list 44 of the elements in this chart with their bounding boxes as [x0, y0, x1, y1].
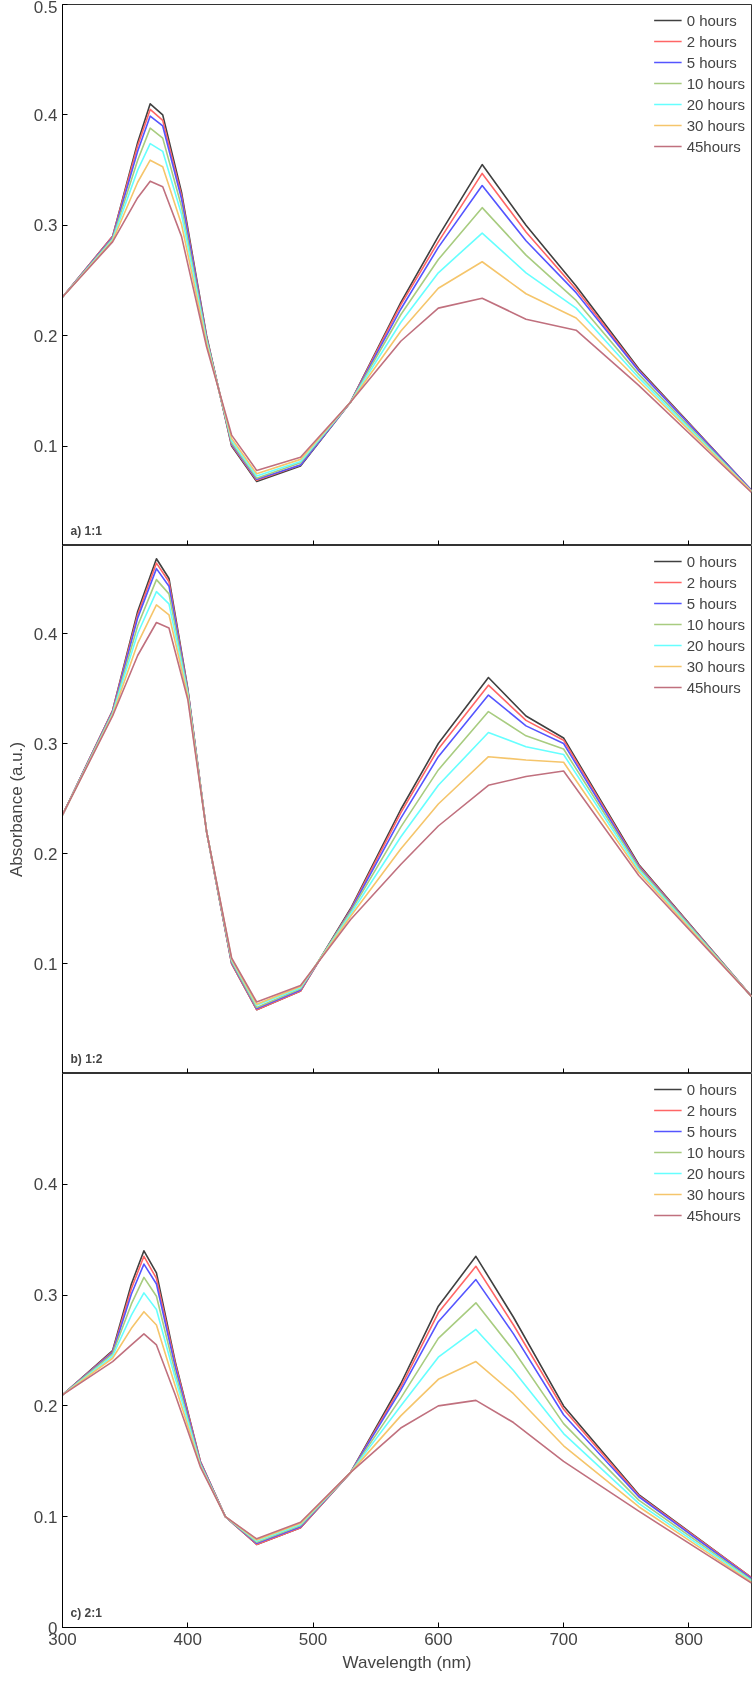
- x-tick-label: 500: [298, 1629, 328, 1649]
- legend-label: 10 hours: [686, 1143, 745, 1161]
- x-tick-label: 600: [424, 1629, 453, 1649]
- y-tick-label: 0.3: [33, 1286, 58, 1306]
- x-tick-label: 800: [674, 1629, 704, 1649]
- legend-label: 45hours: [686, 1206, 741, 1224]
- x-axis-title: Wavelength (nm): [342, 1652, 472, 1672]
- legend-label: 20 hours: [686, 1164, 745, 1182]
- y-tick-label: 0.3: [33, 216, 58, 236]
- legend-label: 0 hours: [686, 1080, 737, 1098]
- y-tick-label: 0.4: [33, 624, 58, 644]
- y-tick-label: 0.1: [33, 437, 58, 457]
- legend-label: 30 hours: [686, 116, 745, 134]
- y-tick-label: 0.1: [33, 1507, 58, 1527]
- legend-label: 20 hours: [686, 95, 745, 113]
- annotation: b) 1:2: [70, 1051, 103, 1066]
- y-axis-title: Absorbance (a.u.): [6, 741, 26, 878]
- y-tick-label: 0.2: [33, 326, 58, 346]
- legend-label: 0 hours: [686, 11, 737, 29]
- legend-label: 2 hours: [686, 573, 737, 591]
- y-tick-label: 0.5: [33, 0, 58, 17]
- legend-label: 30 hours: [686, 657, 745, 675]
- annotation: c) 2:1: [70, 1605, 103, 1620]
- legend-label: 0 hours: [686, 552, 737, 570]
- x-tick-label: 400: [173, 1629, 202, 1649]
- legend-label: 45hours: [686, 137, 741, 155]
- legend-label: 5 hours: [686, 594, 737, 612]
- legend-label: 5 hours: [686, 53, 737, 71]
- legend-label: 10 hours: [686, 615, 745, 633]
- y-tick-label: 0.2: [33, 844, 58, 864]
- legend-label: 2 hours: [686, 1101, 737, 1119]
- legend-label: 30 hours: [686, 1185, 745, 1203]
- x-tick-label: 700: [549, 1629, 578, 1649]
- annotation: a) 1:1: [70, 523, 103, 538]
- y-tick-label: 0.3: [33, 734, 58, 754]
- y-tick-label: 0.1: [33, 954, 58, 974]
- legend-label: 10 hours: [686, 74, 745, 92]
- legend-label: 45hours: [686, 678, 741, 696]
- legend-label: 20 hours: [686, 636, 745, 654]
- y-tick-label: 0.4: [33, 1175, 58, 1195]
- y-tick-label: 0.2: [33, 1396, 58, 1416]
- y-tick-label: 0.4: [33, 105, 58, 125]
- legend-label: 5 hours: [686, 1122, 737, 1140]
- legend-label: 2 hours: [686, 32, 737, 50]
